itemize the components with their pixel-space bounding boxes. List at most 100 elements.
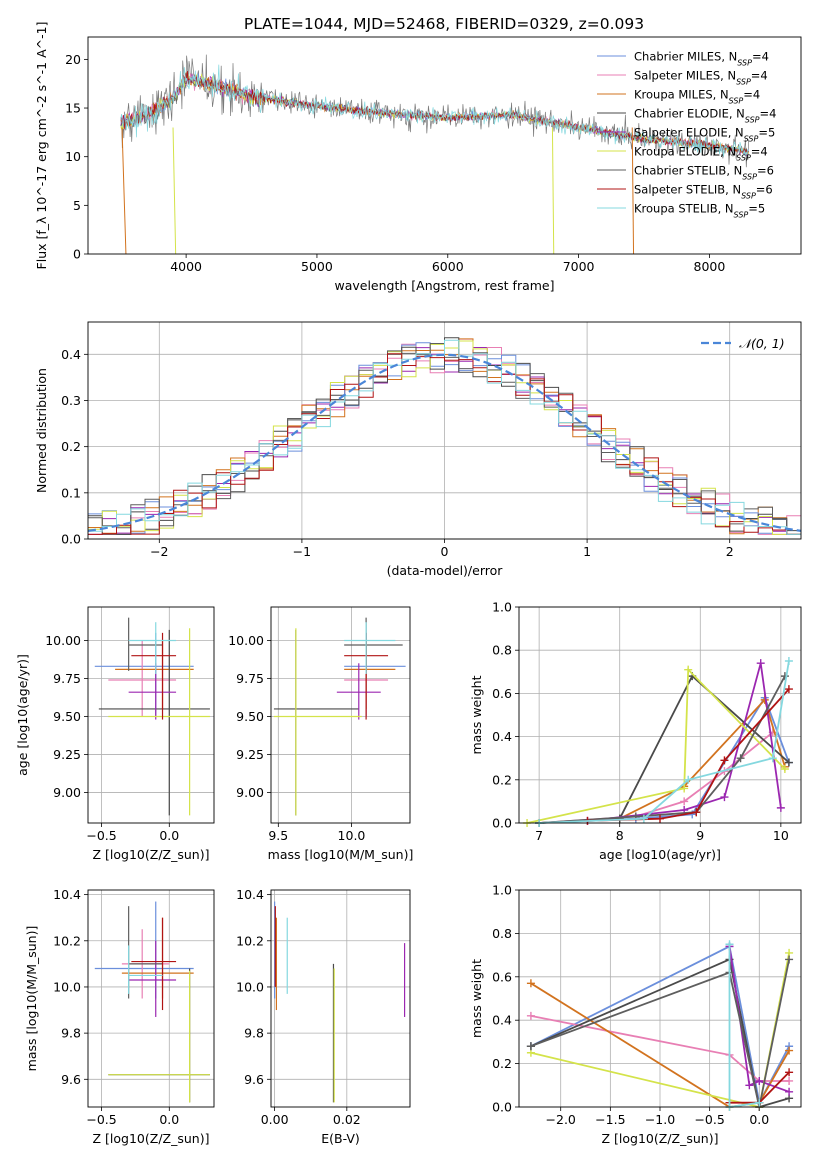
legend-label: Chabrier ELODIE, NSSP=4 xyxy=(634,107,776,125)
y-tick-label: 0.4 xyxy=(492,729,512,744)
weight-marker xyxy=(720,756,729,765)
x-axis-label: Z [log10(Z/Z_sun)] xyxy=(93,847,210,862)
weight-line xyxy=(526,667,786,824)
x-tick-label: −2.0 xyxy=(546,1112,576,1127)
weight-marker xyxy=(780,765,789,773)
x-tick-label: −1.5 xyxy=(595,1112,625,1127)
y-tick-label: 15 xyxy=(65,101,81,116)
y-tick-label: 0.2 xyxy=(492,772,512,787)
weight-marker xyxy=(692,808,701,817)
weight-line xyxy=(539,675,786,824)
y-tick-label: 10.2 xyxy=(53,933,81,948)
plot-frame xyxy=(518,606,802,824)
legend-label: Kroupa STELIB, NSSP=5 xyxy=(634,202,765,220)
weight-marker xyxy=(784,685,793,694)
weight-line xyxy=(530,945,790,1106)
weight-marker xyxy=(656,814,664,823)
spectrum-dropout-line xyxy=(631,127,635,255)
y-tick-label: 0.0 xyxy=(492,816,512,831)
y-tick-label: 10 xyxy=(65,149,81,164)
legend-label: Chabrier MILES, NSSP=4 xyxy=(634,50,769,68)
y-tick-label: 10.00 xyxy=(45,633,81,648)
y-tick-label: 0.8 xyxy=(492,926,512,941)
figure-title: PLATE=1044, MJD=52468, FIBERID=0329, z=0… xyxy=(244,15,644,33)
y-tick-label: 20 xyxy=(65,52,81,67)
x-tick-label: 0 xyxy=(441,544,449,559)
weight-marker xyxy=(684,775,693,784)
residual-histogram-panel: −2 −1 0 1 2 0.0 0.1 0.2 0.3 0.4 (data-model)/error… xyxy=(34,321,802,578)
weight-marker xyxy=(776,803,785,812)
y-tick-label: 9.75 xyxy=(236,671,264,686)
x-tick-label: 6000 xyxy=(432,259,464,274)
y-tick-label: 10.4 xyxy=(53,887,81,902)
weight-marker xyxy=(768,754,777,763)
y-axis-label: age [log10(age/yr)] xyxy=(15,654,30,776)
x-tick-label: 0.00 xyxy=(261,1112,289,1127)
weight-marker xyxy=(785,955,794,964)
x-tick-label: −0.5 xyxy=(86,1112,116,1127)
x-axis-label: (data-model)/error xyxy=(387,563,504,578)
histogram-step xyxy=(88,353,801,535)
weight-marker xyxy=(684,665,693,674)
x-tick-label: 0.0 xyxy=(749,1112,769,1127)
y-tick-label: 0.2 xyxy=(492,1056,512,1071)
plot-frame xyxy=(87,889,215,1108)
y-tick-label: 0.3 xyxy=(61,393,81,408)
plot-frame xyxy=(270,606,411,824)
normal-curve xyxy=(88,353,801,532)
weight-line xyxy=(530,958,790,1109)
y-tick-label: 5 xyxy=(73,198,81,213)
x-tick-label: 7 xyxy=(535,828,543,843)
weight-line xyxy=(530,959,790,1108)
legend-label: Salpeter STELIB, NSSP=6 xyxy=(634,183,773,201)
spectrum-dropout-line xyxy=(172,127,177,255)
weight-marker xyxy=(785,1076,794,1085)
x-tick-label: 2 xyxy=(726,544,734,559)
y-tick-label: 0.1 xyxy=(61,485,81,500)
x-tick-label: −2 xyxy=(150,544,168,559)
y-tick-label: 9.25 xyxy=(53,747,81,762)
x-tick-label: 10.0 xyxy=(338,828,366,843)
x-tick-label: 0.0 xyxy=(159,828,179,843)
x-tick-label: 9.5 xyxy=(268,828,288,843)
x-tick-label: 5000 xyxy=(301,259,333,274)
legend-label: 𝒩(0, 1) xyxy=(739,336,785,351)
plot-frame xyxy=(87,36,802,255)
y-tick-label: 10.00 xyxy=(228,633,264,648)
weight-marker xyxy=(720,793,729,802)
y-tick-label: 0.2 xyxy=(61,439,81,454)
x-tick-label: 8000 xyxy=(694,259,726,274)
x-axis-label: Z [log10(Z/Z_sun)] xyxy=(93,1131,210,1146)
weight-line xyxy=(530,1015,790,1082)
weight-marker xyxy=(780,672,789,681)
mass-weight-vs-age-panel: 7 8 9 10 0.0 0.2 0.4 0.6 0.8 1.0 age [log10(age/yr… xyxy=(469,600,802,862)
y-tick-label: 9.8 xyxy=(244,1026,264,1041)
weight-line xyxy=(539,698,786,824)
weight-marker xyxy=(680,784,689,793)
x-axis-label: mass [log10(M/M_sun)] xyxy=(268,847,414,862)
y-tick-label: 9.00 xyxy=(236,785,264,800)
x-axis-label: wavelength [Angstrom, rest frame] xyxy=(334,278,554,293)
y-axis-label: mass weight xyxy=(469,959,484,1038)
y-tick-label: 0.0 xyxy=(61,532,81,547)
weight-marker xyxy=(615,814,624,823)
weight-marker xyxy=(785,1046,794,1055)
x-tick-label: −1.0 xyxy=(645,1112,675,1127)
mass-vs-extinction-panel: 0.00 0.02 9.6 9.8 10.0 10.2 10.4 E(B-V) xyxy=(236,887,411,1146)
y-axis-label: Flux [f_λ 10^-17 erg cm^-2 s^-1 A^-1] xyxy=(34,22,49,270)
x-tick-label: 10 xyxy=(773,828,789,843)
weight-marker xyxy=(736,754,745,763)
x-tick-label: 0.02 xyxy=(333,1112,361,1127)
weight-line xyxy=(539,660,790,824)
y-tick-label: 1.0 xyxy=(492,883,512,898)
weight-line xyxy=(587,662,782,822)
y-axis-label: mass weight xyxy=(469,675,484,754)
x-axis-label: Z [log10(Z/Z_sun)] xyxy=(602,1131,719,1146)
mass-vs-metallicity-panel: −0.5 0.0 9.6 9.8 10.0 10.2 10.4 Z [log10(Z/Z_su… xyxy=(24,887,215,1146)
y-tick-label: 10.2 xyxy=(236,933,264,948)
spectrum-panel: 4000 5000 6000 7000 8000 0 5 10 15 20 wavelength [… xyxy=(34,22,802,293)
y-tick-label: 0.0 xyxy=(492,1100,512,1115)
y-tick-label: 1.0 xyxy=(492,600,512,615)
weight-marker xyxy=(756,659,765,668)
